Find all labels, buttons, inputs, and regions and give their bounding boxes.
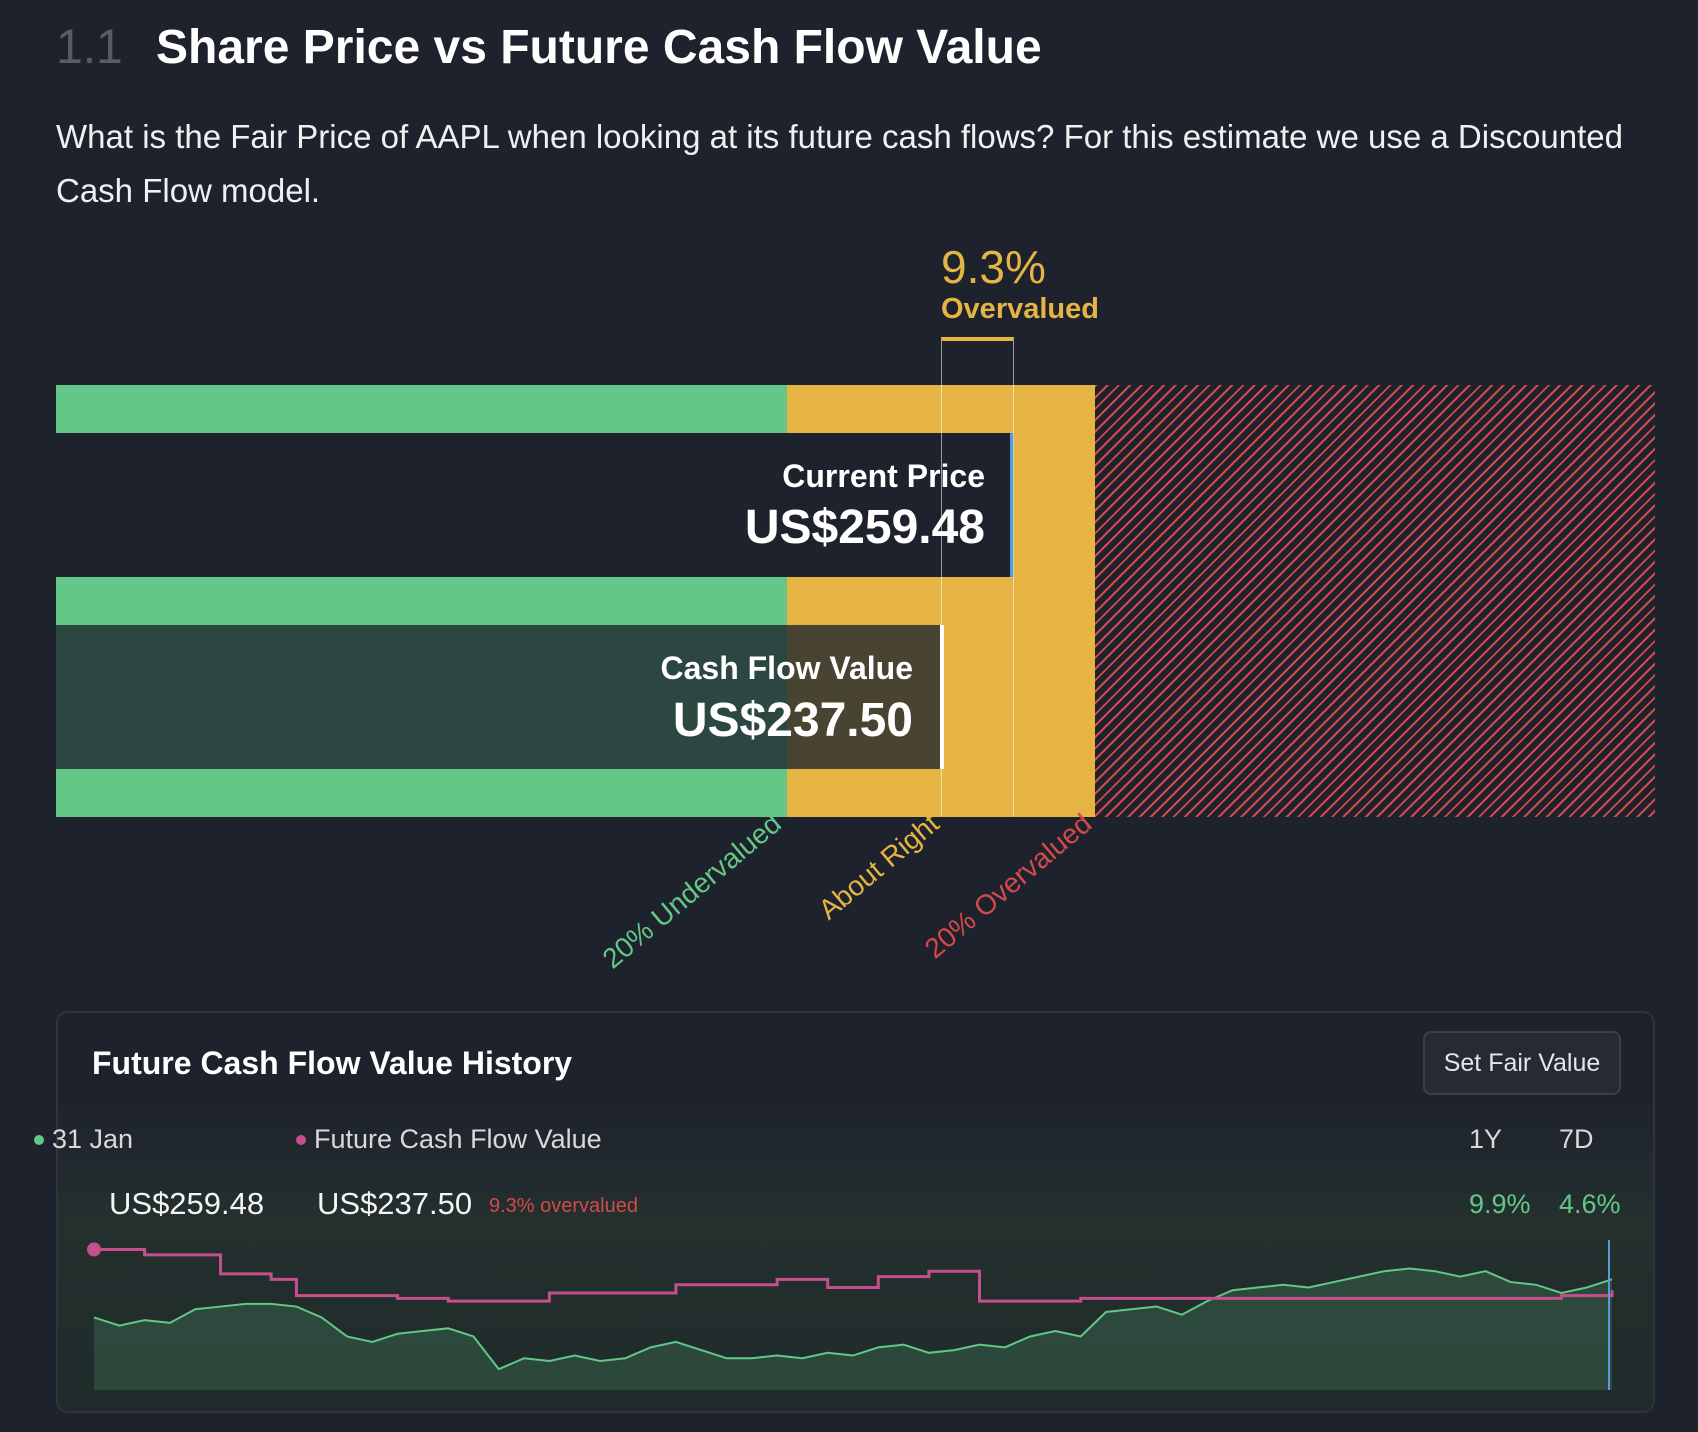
valuation-difference-percent: 9.3% (941, 241, 1046, 293)
current-price-value: US$259.48 (744, 501, 985, 554)
set-fair-value-button[interactable]: Set Fair Value (1423, 1031, 1621, 1095)
section-title: Share Price vs Future Cash Flow Value (156, 21, 1042, 74)
cash-flow-value-label: Cash Flow Value (660, 650, 913, 686)
current-price-label: Current Price (782, 458, 985, 494)
section-number: 1.1 (56, 21, 123, 74)
history-price-value: US$259.48 (109, 1186, 265, 1221)
period-7d-return: 4.6% (1559, 1189, 1621, 1219)
history-card: Future Cash Flow Value History Set Fair … (56, 1011, 1655, 1413)
legend-future-cash-flow: Future Cash Flow Value (296, 1124, 602, 1155)
section-description: What is the Fair Price of AAPL when look… (56, 118, 1624, 209)
zone-label-about-right: About Right (812, 807, 945, 926)
history-fcf-status: 9.3% overvalued (489, 1195, 638, 1217)
overvalued-zone (1095, 385, 1655, 817)
zone-label-overvalued: 20% Overvalued (918, 807, 1098, 965)
legend-share-price: 31 Jan (34, 1124, 133, 1155)
cash-flow-value-marker (940, 625, 944, 769)
current-price-bar (56, 433, 1014, 577)
period-1y-return: 9.9% (1469, 1189, 1531, 1219)
valuation-difference-label: Overvalued (941, 293, 1099, 325)
history-chart-background (58, 1097, 1653, 1411)
zone-label-undervalued: 20% Undervalued (596, 807, 788, 975)
future-cash-flow-dot-icon (296, 1134, 306, 1145)
cash-flow-value-bar (56, 625, 943, 769)
history-fcf-value: US$237.50 (317, 1186, 473, 1221)
share-price-dot-icon (34, 1134, 44, 1145)
history-card-title: Future Cash Flow Value History (92, 1045, 573, 1081)
difference-bracket (941, 337, 1014, 817)
period-7d-label: 7D (1559, 1124, 1594, 1154)
period-1y-label: 1Y (1469, 1124, 1503, 1154)
history-line-chart (87, 1240, 1614, 1390)
legend-fcf-label: Future Cash Flow Value (314, 1124, 602, 1154)
share-price-line (93, 1267, 1613, 1371)
cash-flow-value-amount: US$237.50 (672, 694, 913, 747)
future-cash-flow-start-point (87, 1242, 101, 1257)
current-price-marker (1010, 433, 1014, 577)
legend-date-label: 31 Jan (52, 1124, 134, 1154)
future-cash-flow-line (94, 1247, 1614, 1303)
